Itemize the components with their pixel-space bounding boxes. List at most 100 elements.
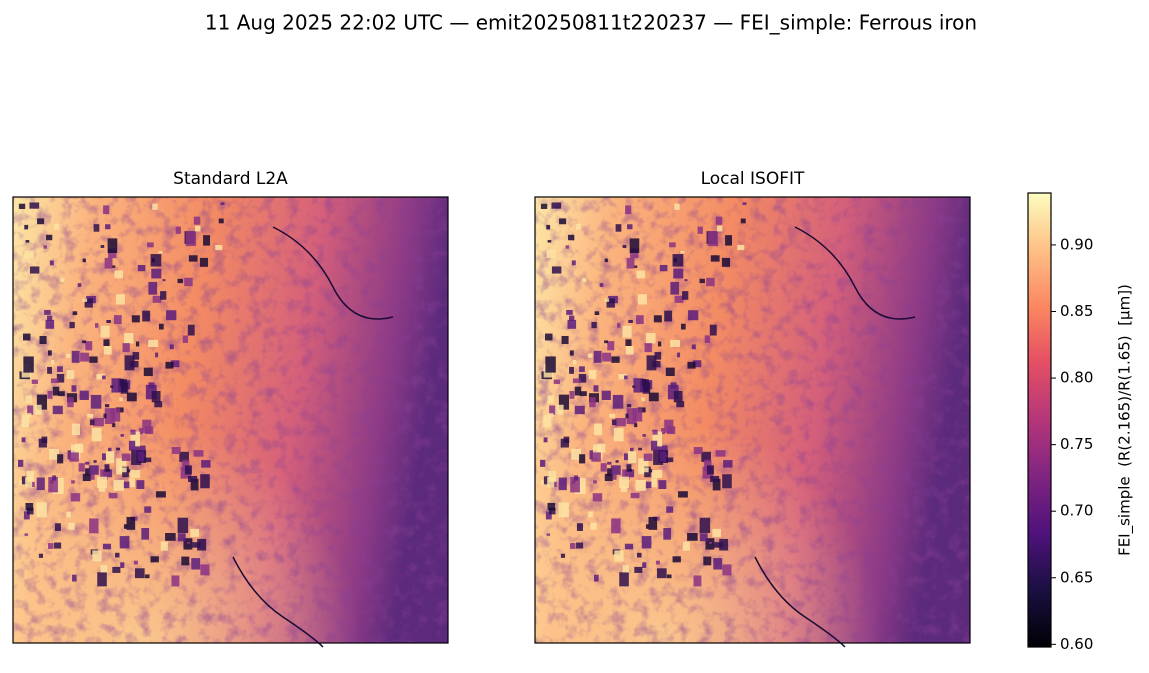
field-patch (155, 352, 159, 358)
field-patch (114, 270, 124, 279)
field-patch (104, 464, 110, 472)
field-patch (25, 413, 32, 418)
field-patch (130, 470, 141, 479)
field-patch (183, 538, 193, 550)
field-patch (549, 507, 556, 515)
field-patch (659, 451, 667, 462)
field-patch (570, 477, 580, 493)
field-patch (171, 575, 180, 587)
field-patch (569, 366, 574, 374)
field-patch (576, 523, 583, 531)
field-patch (92, 550, 102, 562)
field-patch (612, 474, 617, 480)
field-patch (39, 335, 47, 345)
field-patch (688, 310, 699, 321)
field-patch (134, 568, 145, 579)
field-patch (637, 552, 642, 558)
field-patch (203, 235, 211, 246)
field-patch (126, 516, 136, 530)
field-patch (560, 438, 569, 448)
field-patch (656, 568, 667, 579)
field-patch (540, 203, 548, 209)
field-patch (52, 405, 63, 415)
field-patch (113, 479, 125, 491)
field-patch (617, 323, 621, 328)
field-patch (89, 419, 95, 426)
field-patch (136, 480, 145, 489)
field-patch (116, 447, 121, 451)
field-patch (624, 543, 634, 550)
river (232, 226, 394, 648)
field-patch (128, 478, 135, 488)
field-patch (638, 447, 643, 451)
field-patch (58, 391, 65, 397)
field-patch (101, 453, 107, 461)
field-patch (137, 451, 145, 462)
field-patch (634, 566, 643, 573)
field-patch (704, 335, 710, 343)
field-patch (687, 361, 696, 369)
field-patch (666, 506, 674, 513)
field-patch (622, 245, 627, 248)
field-patch (706, 277, 715, 287)
field-patch (630, 248, 639, 259)
field-patch (182, 335, 188, 343)
field-patch (682, 291, 689, 300)
field-patch (565, 245, 569, 249)
colorbar-tick-label: 0.75 (1060, 435, 1093, 453)
field-patch (665, 457, 674, 463)
field-patch (707, 231, 719, 247)
field-patch (547, 240, 552, 243)
field-patch (103, 413, 107, 419)
field-patch (181, 556, 190, 566)
field-patch (102, 543, 112, 550)
field-patch (629, 238, 640, 253)
field-patch (677, 352, 681, 358)
field-patch (26, 470, 35, 482)
field-patch (93, 224, 100, 232)
field-patch (104, 408, 115, 425)
field-patch (613, 428, 624, 442)
field-patch (547, 502, 556, 511)
panel-title: Local ISOFIT (701, 169, 805, 189)
colorbar (1027, 192, 1052, 648)
field-patch (590, 522, 597, 530)
field-patch (576, 223, 582, 230)
field-patch (650, 478, 657, 488)
field-patch (653, 315, 662, 323)
field-patch (105, 224, 111, 230)
field-patch (652, 431, 663, 447)
field-patch (567, 319, 577, 329)
field-patch (70, 493, 81, 502)
field-patch (54, 542, 62, 549)
field-patch (85, 468, 91, 476)
field-patch (632, 408, 643, 422)
field-patch (622, 565, 630, 573)
field-patch (545, 333, 553, 341)
field-patch (673, 268, 684, 279)
field-patch (652, 429, 658, 435)
field-patch (104, 404, 110, 408)
field-patch (546, 533, 551, 536)
field-patch (41, 436, 48, 444)
field-patch (71, 350, 80, 363)
field-patch (105, 451, 115, 464)
field-patch (666, 574, 672, 579)
field-patch (558, 502, 569, 518)
field-patch (642, 434, 646, 437)
field-patch (25, 240, 30, 243)
field-patch (725, 235, 733, 246)
field-patch (179, 451, 189, 462)
field-patch (46, 234, 53, 241)
field-patch (706, 465, 714, 475)
field-patch (635, 479, 647, 491)
field-patch (591, 452, 601, 462)
field-patch (50, 378, 59, 384)
field-patch (645, 524, 650, 529)
field-patch (674, 295, 684, 303)
field-patch (602, 352, 612, 362)
field-patch (665, 367, 675, 377)
field-patch (643, 453, 653, 461)
field-patch (614, 550, 624, 562)
field-patch (107, 238, 118, 253)
